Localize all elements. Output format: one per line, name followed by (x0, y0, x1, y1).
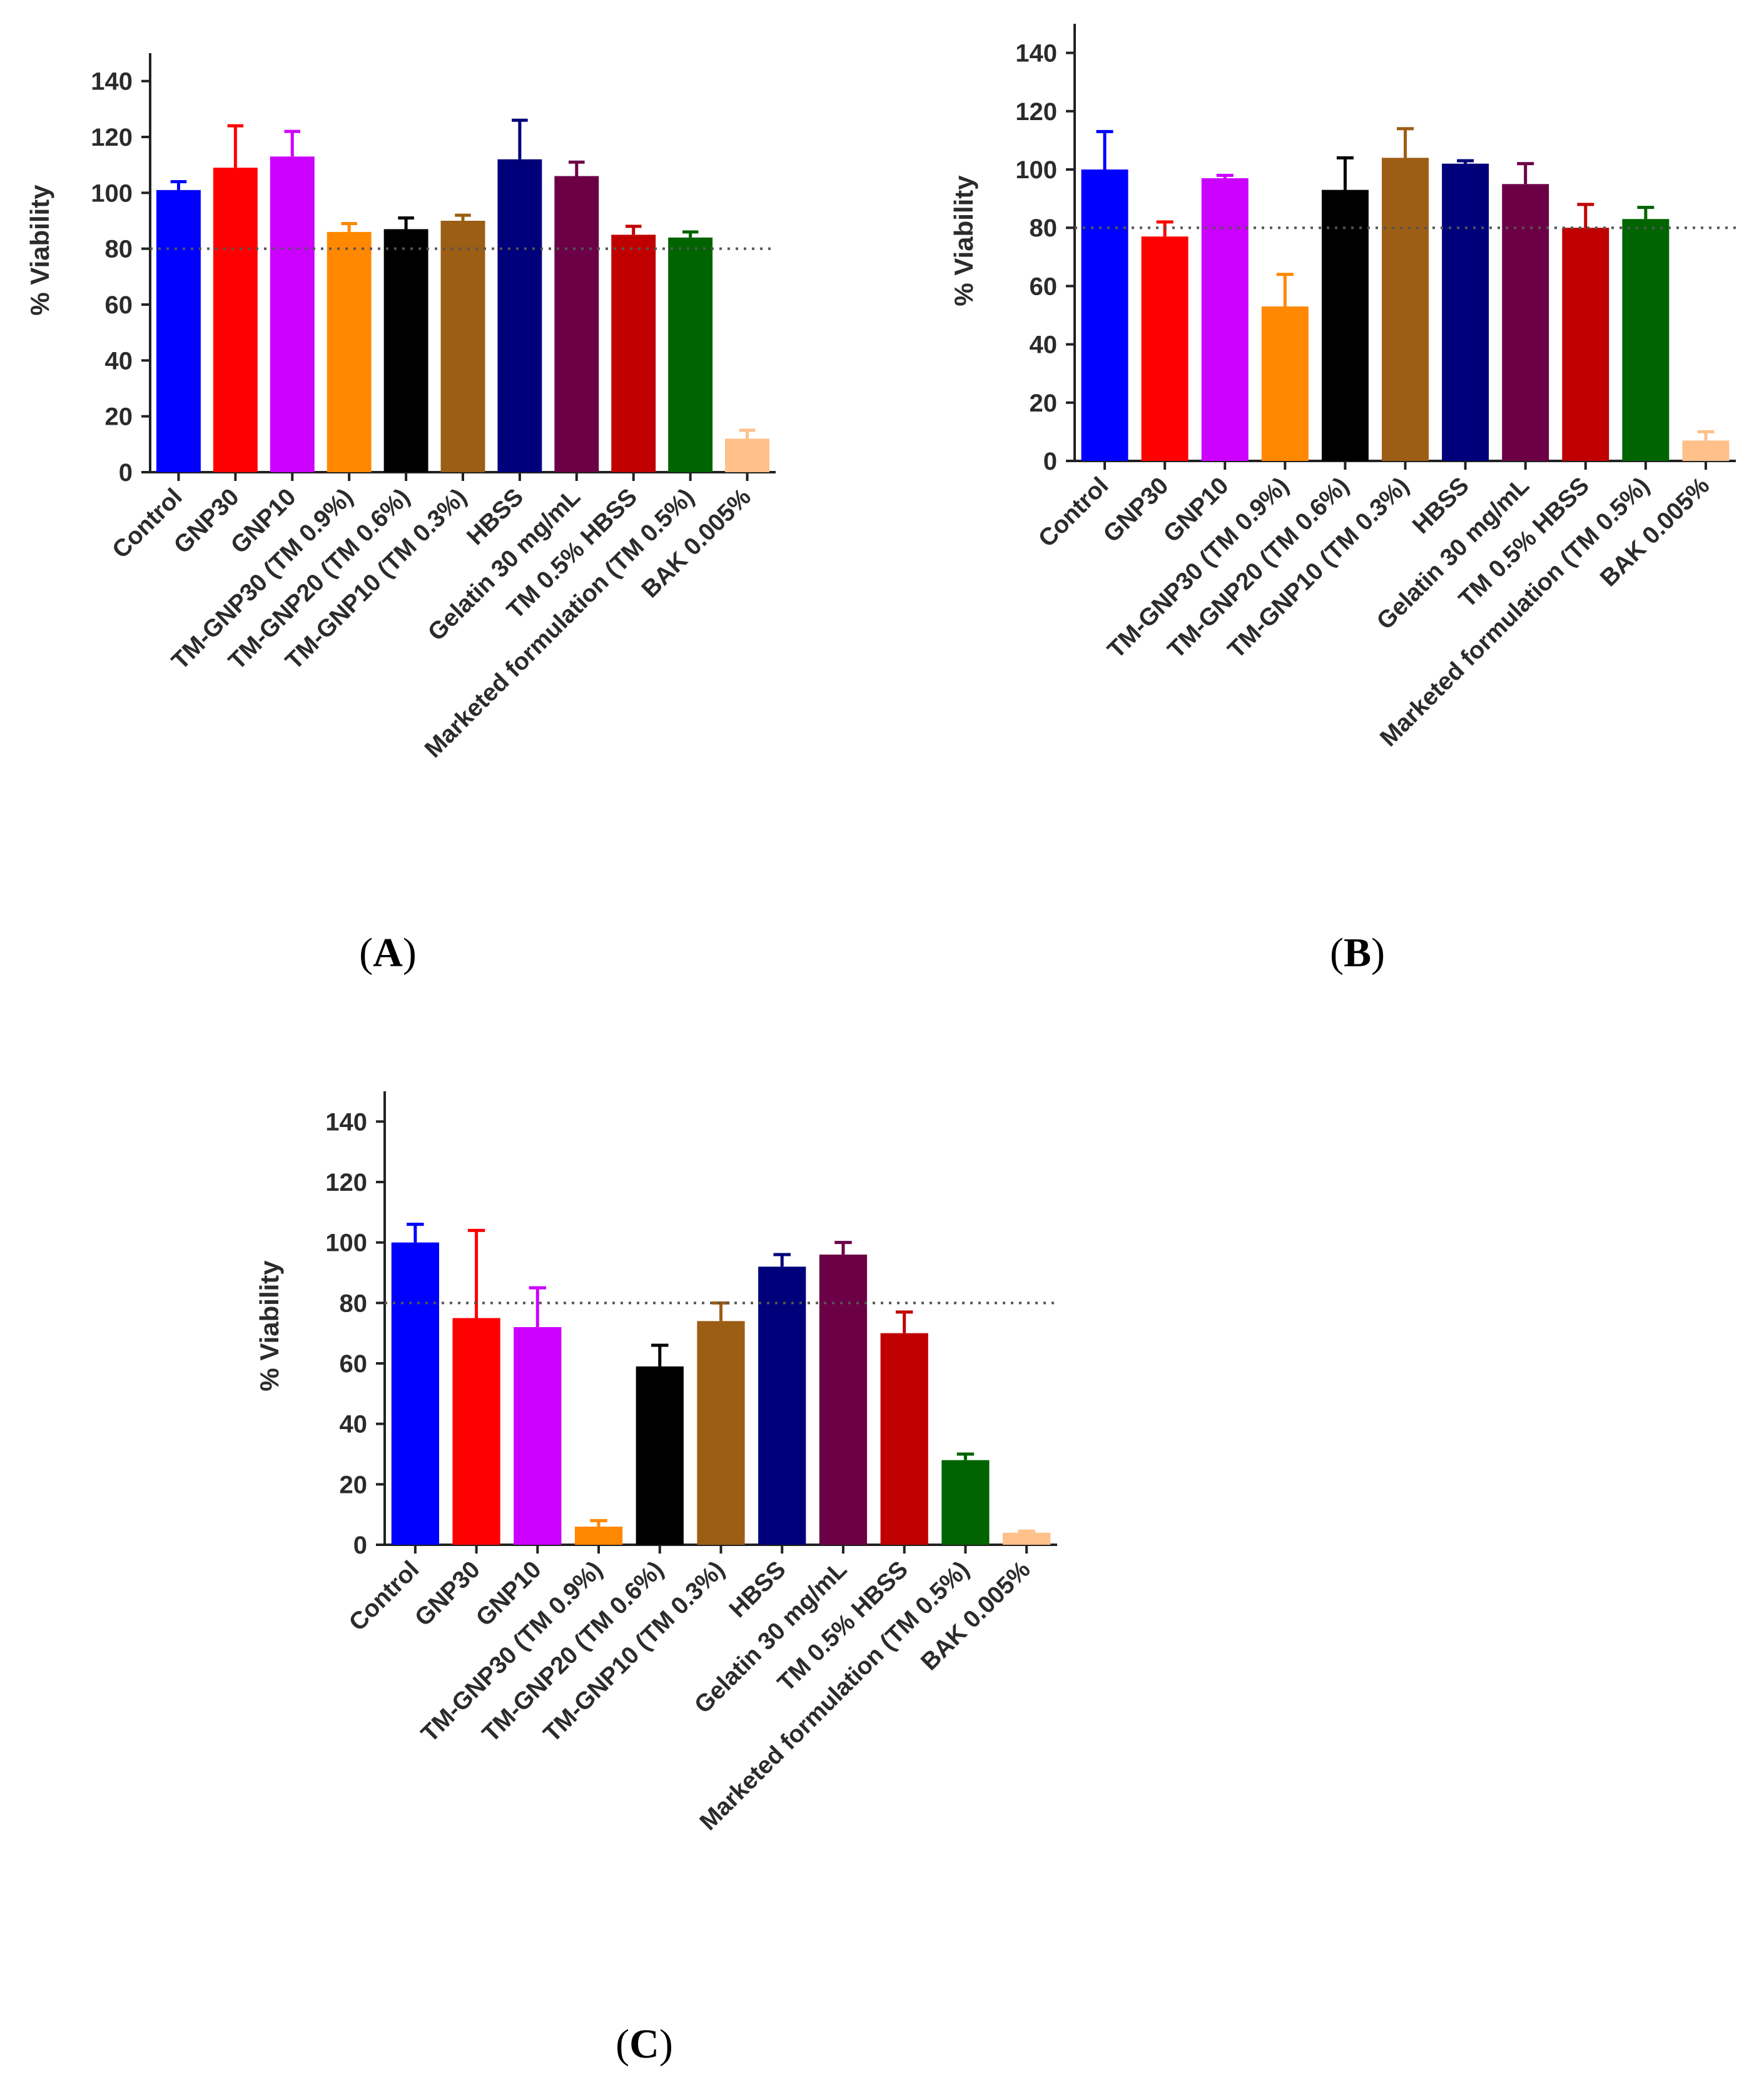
bar (1003, 1532, 1051, 1545)
bar (327, 231, 372, 472)
y-tick-label: 0 (119, 459, 133, 487)
bar (1201, 178, 1249, 461)
bar (440, 221, 485, 472)
bar (213, 168, 258, 472)
panel-c-label: (C) (616, 2021, 673, 2067)
y-axis-label: % Viability (949, 175, 978, 306)
y-tick-label: 100 (91, 179, 133, 207)
bar (611, 235, 656, 472)
bar (1261, 306, 1309, 461)
y-tick-label: 140 (325, 1108, 367, 1136)
bar (1562, 228, 1609, 461)
bar (1622, 219, 1670, 461)
bar (880, 1333, 928, 1545)
bar (514, 1327, 562, 1545)
y-tick-label: 60 (340, 1350, 368, 1378)
bar (697, 1321, 745, 1545)
bar (941, 1460, 990, 1545)
y-tick-label: 0 (1043, 448, 1057, 475)
y-axis-label: % Viability (25, 184, 54, 316)
bar (725, 438, 769, 472)
y-axis-label: % Viability (255, 1260, 284, 1392)
y-tick-label: 120 (91, 124, 133, 151)
y-tick-label: 120 (1015, 98, 1057, 126)
y-tick-label: 60 (1030, 273, 1058, 300)
bar (270, 156, 315, 472)
bar (668, 237, 713, 472)
bar (497, 159, 542, 472)
bar (452, 1318, 500, 1545)
y-tick-label: 20 (340, 1471, 368, 1498)
y-tick-label: 40 (1030, 331, 1058, 359)
y-tick-label: 40 (340, 1411, 368, 1438)
bar (156, 189, 201, 472)
bar (574, 1527, 623, 1545)
bar (1081, 169, 1128, 461)
bar (554, 176, 599, 472)
y-tick-label: 140 (1015, 40, 1057, 68)
bar (1502, 184, 1549, 461)
bar (391, 1242, 439, 1545)
panel-b-label: (B) (1330, 930, 1385, 976)
y-tick-label: 0 (353, 1532, 367, 1559)
y-tick-label: 80 (105, 236, 133, 263)
bar (636, 1366, 684, 1545)
y-tick-label: 40 (105, 347, 133, 375)
y-tick-label: 20 (1030, 390, 1058, 417)
bar (383, 229, 428, 472)
bar (1321, 189, 1369, 461)
bar (1682, 440, 1730, 461)
y-tick-label: 80 (340, 1290, 368, 1317)
y-tick-label: 20 (105, 403, 133, 431)
y-tick-label: 140 (91, 68, 133, 96)
panel-a-label: (A) (359, 930, 417, 976)
bar (758, 1266, 806, 1545)
bar (1382, 158, 1429, 462)
y-tick-label: 100 (325, 1230, 367, 1257)
bar (1141, 236, 1189, 461)
y-tick-label: 60 (105, 291, 133, 319)
y-tick-label: 80 (1030, 215, 1058, 242)
bar (1442, 163, 1489, 461)
y-tick-label: 120 (325, 1169, 367, 1196)
y-tick-label: 100 (1015, 156, 1057, 184)
bar (819, 1255, 868, 1545)
